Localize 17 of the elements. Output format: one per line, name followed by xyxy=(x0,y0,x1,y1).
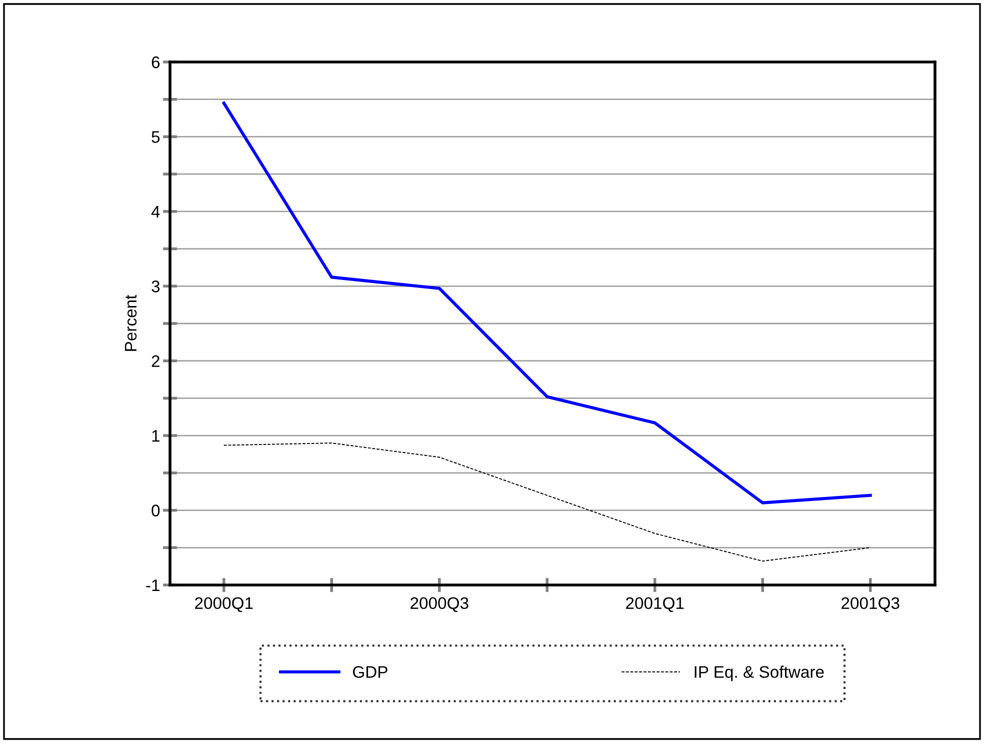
line-series xyxy=(223,442,871,562)
x-tick-label: 2000Q1 xyxy=(195,597,253,612)
y-tick-label: 3 xyxy=(152,280,160,292)
y-tick-label: 1 xyxy=(152,430,160,442)
y-tick-label: 6 xyxy=(152,56,160,68)
x-tick-label: 2001Q1 xyxy=(626,597,684,612)
y-tick-label: 5 xyxy=(152,131,160,143)
y-tick-label: 2 xyxy=(152,355,160,367)
y-tick-label: -1 xyxy=(146,580,160,592)
y-axis-title: Percent xyxy=(124,294,137,351)
x-tick-label: 2001Q3 xyxy=(842,597,900,612)
legend-label: IP Eq. & Software xyxy=(694,666,824,682)
legend-label: GDP xyxy=(352,666,388,678)
x-tick-label: 2000Q3 xyxy=(410,597,468,612)
y-tick-label: 0 xyxy=(152,504,160,516)
y-tick-label: 4 xyxy=(151,206,160,218)
line-series xyxy=(222,102,872,504)
